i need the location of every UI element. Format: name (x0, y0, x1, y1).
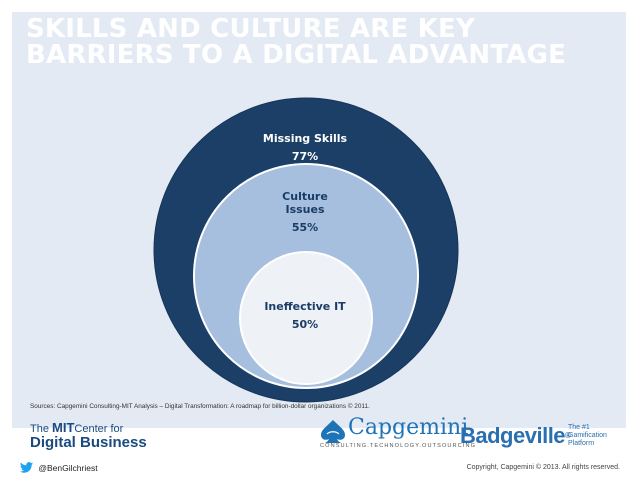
title-line-1: SKILLS AND CULTURE ARE KEY (26, 14, 476, 44)
outer-ring-name: Missing Skills (262, 132, 348, 145)
twitter-handle[interactable]: @BenGilchriest (20, 461, 98, 473)
badgeville-logo: Badgeville® The #1 Gamification Platform (460, 424, 620, 454)
inner-ring-label: Ineffective IT 50% (255, 300, 355, 331)
outer-ring-label: Missing Skills 77% (250, 132, 360, 163)
mit-logo-suffix: Center for (74, 423, 124, 435)
mit-logo-line-2: Digital Business (30, 434, 147, 451)
twitter-bird-icon (20, 462, 33, 473)
inner-circle-ineffective-it (239, 251, 373, 385)
badgeville-trademark: ® (565, 431, 571, 440)
middle-ring-label: Culture Issues 55% (260, 190, 350, 234)
title-line-2: BARRIERS TO A DIGITAL ADVANTAGE (26, 40, 567, 70)
slide-title: SKILLS AND CULTURE ARE KEY BARRIERS TO A… (26, 16, 626, 68)
inner-ring-name: Ineffective IT (264, 300, 346, 313)
middle-ring-name-line-2: Issues (285, 203, 325, 216)
inner-ring-value: 50% (291, 318, 319, 331)
badgeville-tagline: The #1 Gamification Platform (568, 424, 628, 448)
middle-ring-name-line-1: Culture (282, 190, 328, 203)
sources-note: Sources: Capgemini Consulting-MIT Analys… (30, 403, 370, 410)
badgeville-tag-line-2: Gamification (568, 432, 607, 439)
copyright-notice: Copyright, Capgemini © 2013. All rights … (466, 464, 620, 471)
mit-logo-prefix: The (30, 423, 49, 435)
capgemini-spade-icon (321, 420, 345, 443)
mit-logo-mit: MIT (52, 420, 75, 435)
twitter-handle-text: @BenGilchriest (38, 462, 98, 473)
badgeville-tag-line-3: Platform (568, 440, 595, 447)
outer-ring-value: 77% (291, 150, 319, 163)
badgeville-wordmark: Badgeville (460, 423, 566, 448)
capgemini-tagline: CONSULTING.TECHNOLOGY.OUTSOURCING (320, 443, 477, 449)
capgemini-wordmark: Capgemini (348, 415, 469, 440)
mit-center-digital-business-logo: The MITCenter for Digital Business (30, 420, 160, 452)
middle-ring-value: 55% (291, 221, 319, 234)
badgeville-tag-line-1: The #1 (568, 424, 590, 431)
capgemini-logo: Capgemini CONSULTING.TECHNOLOGY.OUTSOURC… (318, 416, 477, 452)
